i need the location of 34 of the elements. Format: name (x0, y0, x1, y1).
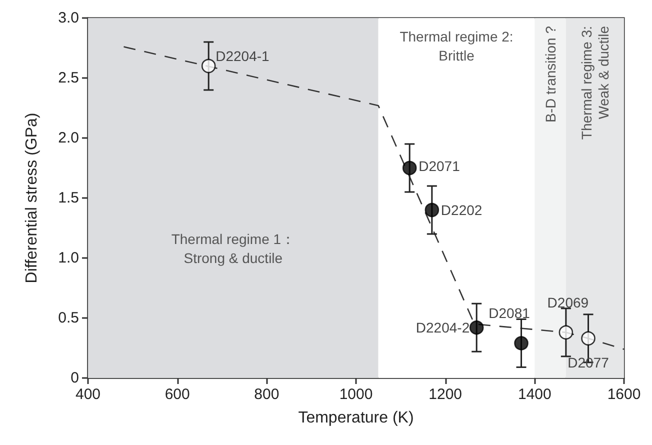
y-tick-label: 3.0 (58, 10, 79, 26)
x-tick-label: 1600 (607, 386, 641, 403)
band-label: Thermal regime 1： Strong & ductile (171, 230, 296, 266)
x-tick-label: 1200 (428, 386, 462, 403)
annotation: D2204-2 (416, 320, 470, 336)
y-tick-label: 0.5 (58, 310, 79, 326)
y-tick-label: 1.5 (58, 190, 79, 206)
x-axis-title: Temperature (K) (298, 410, 414, 426)
y-tick-label: 1.0 (58, 250, 79, 266)
x-tick-label: 1000 (339, 386, 373, 403)
x-tick-label: 800 (254, 386, 280, 403)
point (514, 336, 528, 350)
x-tick-label: 1400 (518, 386, 552, 403)
annotation: D2071 (418, 158, 460, 174)
annotation: D2204-1 (216, 48, 270, 64)
y-tick-label: 0 (70, 370, 79, 386)
point (581, 331, 596, 346)
band-label: Thermal regime 3: Weak & ductile (578, 26, 612, 140)
y-tick-label: 2.5 (58, 70, 79, 86)
band-label: Thermal regime 2: Brittle (400, 28, 514, 64)
annotation: D2069 (547, 294, 589, 310)
annotation: D2077 (568, 354, 610, 370)
y-tick-label: 2.0 (58, 130, 79, 146)
y-axis-title: Differential stress (GPa) (24, 112, 40, 284)
point (469, 320, 484, 335)
band-label: B-D transition ? (542, 26, 558, 122)
annotation: D2202 (440, 202, 482, 218)
point (201, 58, 216, 74)
x-tick-label: 600 (164, 386, 190, 403)
annotation: D2081 (488, 305, 530, 322)
point (424, 202, 440, 218)
point (558, 325, 574, 340)
point (402, 160, 417, 176)
x-tick-label: 400 (75, 386, 101, 403)
